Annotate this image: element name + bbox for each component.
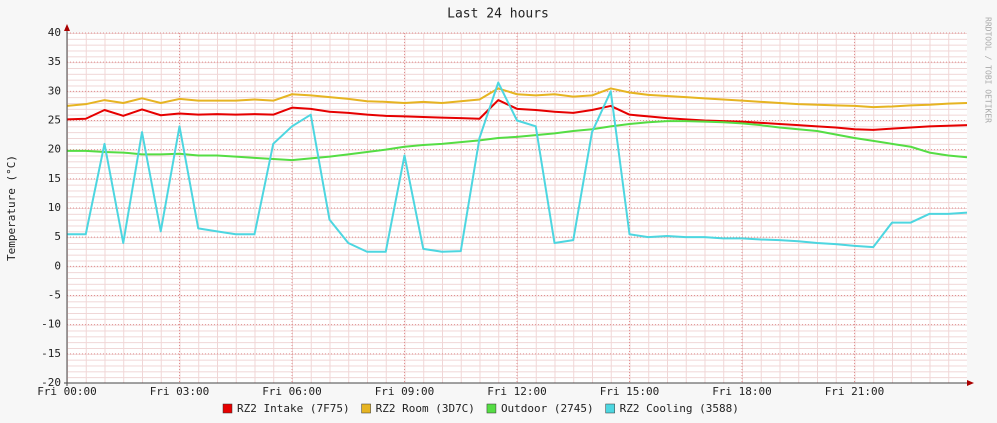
x-tick-label: Fri 21:00 <box>825 385 885 398</box>
y-tick-label: 20 <box>48 143 61 156</box>
x-tick-label: Fri 12:00 <box>487 385 547 398</box>
x-tick-label: Fri 06:00 <box>262 385 322 398</box>
x-tick-label: Fri 00:00 <box>37 385 97 398</box>
series-line <box>66 99 968 131</box>
legend-label: Outdoor (2745) <box>501 402 594 415</box>
legend-swatch <box>361 403 371 414</box>
x-tick-label: Fri 15:00 <box>600 385 660 398</box>
y-tick-label: -15 <box>41 347 61 360</box>
y-tick-label: -5 <box>48 289 61 302</box>
legend-label: RZ2 Intake (7F75) <box>237 402 350 415</box>
side-text: RRDTOOL / TOBI OETIKER <box>984 17 993 123</box>
y-tick-label: 10 <box>48 201 61 214</box>
y-tick-label: 5 <box>54 230 61 243</box>
legend-swatch <box>486 403 497 414</box>
chart-title: Last 24 hours <box>447 7 549 22</box>
y-tick-label: -10 <box>41 318 61 331</box>
x-tick-label: Fri 09:00 <box>375 385 435 398</box>
y-tick-label: -20 <box>41 376 61 389</box>
x-arrow <box>967 380 974 386</box>
legend: RZ2 Intake (7F75) RZ2 Room (3D7C) Outdoor … <box>222 402 739 415</box>
legend-swatch <box>222 403 233 414</box>
legend-swatch <box>605 403 615 414</box>
legend-label: RZ2 Room (3D7C) <box>376 402 475 415</box>
y-tick-label: 15 <box>48 172 61 185</box>
y-tick-label: 25 <box>48 114 61 127</box>
y-tick-label: 40 <box>48 26 61 39</box>
x-tick-label: Fri 03:00 <box>150 385 210 398</box>
y-tick-label: 0 <box>54 259 61 272</box>
y-axis-label: Temperature (°C) <box>5 155 18 261</box>
legend-label: RZ2 Cooling (3588) <box>620 402 739 415</box>
y-arrow <box>64 24 70 31</box>
axes <box>64 24 974 386</box>
series-line <box>67 120 968 162</box>
x-tick-label: Fri 18:00 <box>712 385 772 398</box>
y-tick-label: 35 <box>48 55 61 68</box>
grid <box>66 32 967 384</box>
series-line <box>67 81 968 253</box>
lines <box>66 81 968 253</box>
y-tick-label: 30 <box>48 84 61 97</box>
series-line <box>66 87 968 109</box>
